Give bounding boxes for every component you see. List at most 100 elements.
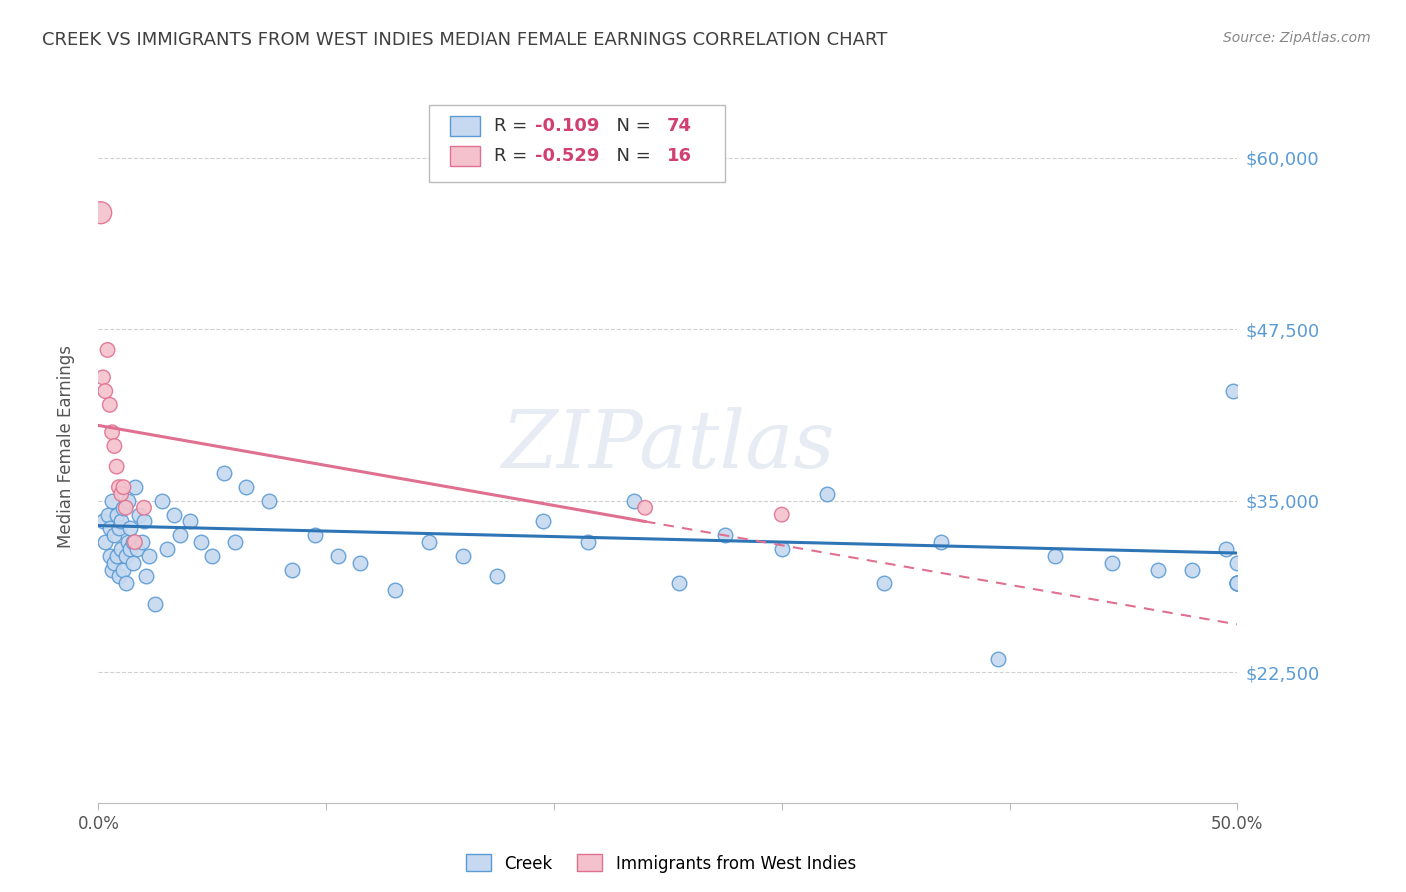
Point bbox=[815, 487, 838, 501]
Point bbox=[91, 370, 114, 384]
Point bbox=[987, 651, 1010, 665]
Point bbox=[576, 535, 599, 549]
Point bbox=[201, 549, 224, 563]
Point bbox=[127, 541, 149, 556]
Point bbox=[634, 500, 657, 515]
Point bbox=[1226, 556, 1249, 570]
Point bbox=[623, 494, 645, 508]
Point bbox=[668, 576, 690, 591]
Point bbox=[1226, 576, 1249, 591]
Point bbox=[179, 515, 201, 529]
Point bbox=[94, 384, 117, 398]
Point bbox=[1226, 576, 1249, 591]
Point bbox=[94, 535, 117, 549]
Point bbox=[259, 494, 281, 508]
Point bbox=[304, 528, 326, 542]
Point bbox=[120, 541, 142, 556]
Point bbox=[326, 549, 349, 563]
Legend: Creek, Immigrants from West Indies: Creek, Immigrants from West Indies bbox=[460, 847, 862, 880]
Point bbox=[108, 569, 131, 583]
Point bbox=[281, 562, 304, 576]
Point bbox=[138, 549, 160, 563]
Point bbox=[103, 556, 125, 570]
Point bbox=[91, 515, 114, 529]
Point bbox=[349, 556, 371, 570]
Point bbox=[96, 343, 118, 357]
Point bbox=[110, 541, 132, 556]
Text: R =: R = bbox=[494, 146, 533, 164]
Point bbox=[169, 528, 191, 542]
Point bbox=[112, 480, 135, 494]
Point bbox=[98, 521, 121, 535]
Point bbox=[770, 508, 793, 522]
Point bbox=[1226, 576, 1249, 591]
Point bbox=[135, 569, 157, 583]
Point bbox=[156, 541, 179, 556]
Point bbox=[90, 205, 112, 219]
Point bbox=[1226, 576, 1249, 591]
Point bbox=[451, 549, 474, 563]
Point bbox=[108, 521, 131, 535]
Point bbox=[162, 508, 184, 522]
Point bbox=[105, 459, 128, 474]
Point bbox=[1146, 562, 1168, 576]
Point bbox=[114, 576, 136, 591]
Point bbox=[235, 480, 257, 494]
Text: -0.109: -0.109 bbox=[534, 117, 599, 135]
Point bbox=[190, 535, 212, 549]
Point bbox=[132, 500, 155, 515]
Point bbox=[212, 467, 235, 481]
Point bbox=[114, 500, 136, 515]
FancyBboxPatch shape bbox=[450, 145, 479, 166]
Point bbox=[121, 535, 143, 549]
Text: Source: ZipAtlas.com: Source: ZipAtlas.com bbox=[1223, 31, 1371, 45]
Point bbox=[103, 528, 125, 542]
Point bbox=[121, 556, 143, 570]
Point bbox=[1226, 576, 1249, 591]
Point bbox=[1043, 549, 1066, 563]
Point bbox=[120, 521, 142, 535]
Point bbox=[418, 535, 440, 549]
Point bbox=[1215, 541, 1237, 556]
Point bbox=[96, 508, 118, 522]
Point bbox=[128, 508, 150, 522]
Point bbox=[105, 549, 128, 563]
Text: N =: N = bbox=[605, 117, 657, 135]
Point bbox=[145, 597, 167, 611]
Point bbox=[103, 439, 125, 453]
Point bbox=[131, 535, 153, 549]
Point bbox=[384, 583, 406, 598]
Point bbox=[112, 562, 135, 576]
Point bbox=[770, 541, 793, 556]
Point bbox=[98, 398, 121, 412]
Point bbox=[105, 508, 128, 522]
Point bbox=[124, 535, 146, 549]
Text: -0.529: -0.529 bbox=[534, 146, 599, 164]
Text: 16: 16 bbox=[666, 146, 692, 164]
Point bbox=[531, 515, 554, 529]
Point bbox=[714, 528, 737, 542]
Point bbox=[929, 535, 952, 549]
Y-axis label: Median Female Earnings: Median Female Earnings bbox=[56, 344, 75, 548]
Point bbox=[101, 425, 124, 440]
Point bbox=[117, 494, 139, 508]
FancyBboxPatch shape bbox=[450, 116, 479, 136]
Point bbox=[132, 515, 155, 529]
Point bbox=[117, 535, 139, 549]
Text: CREEK VS IMMIGRANTS FROM WEST INDIES MEDIAN FEMALE EARNINGS CORRELATION CHART: CREEK VS IMMIGRANTS FROM WEST INDIES MED… bbox=[42, 31, 887, 49]
Point bbox=[110, 515, 132, 529]
Point bbox=[110, 487, 132, 501]
Point bbox=[486, 569, 509, 583]
Text: N =: N = bbox=[605, 146, 657, 164]
Text: R =: R = bbox=[494, 117, 533, 135]
Point bbox=[112, 500, 135, 515]
FancyBboxPatch shape bbox=[429, 105, 725, 182]
Point bbox=[1222, 384, 1244, 398]
Point bbox=[1181, 562, 1204, 576]
Text: 74: 74 bbox=[666, 117, 692, 135]
Point bbox=[1101, 556, 1123, 570]
Point bbox=[101, 562, 124, 576]
Point bbox=[150, 494, 173, 508]
Text: ZIPatlas: ZIPatlas bbox=[501, 408, 835, 484]
Point bbox=[224, 535, 246, 549]
